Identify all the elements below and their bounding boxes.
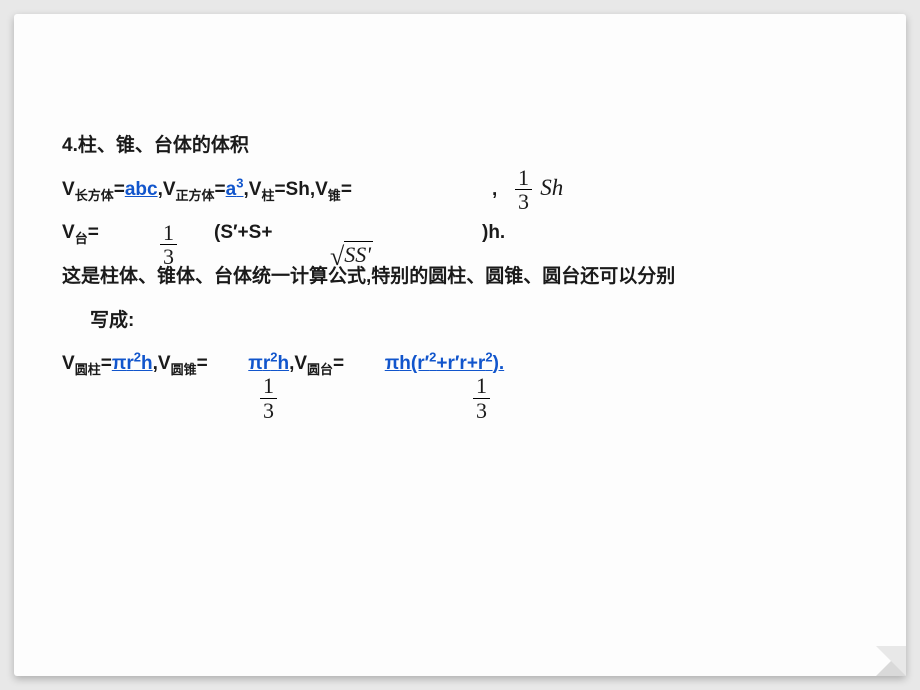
v-cuboid-sub: 长方体 [75,187,114,202]
v-cone2-label: V [158,353,171,374]
eq-fru2: = [333,353,344,374]
comma3: , [492,168,497,212]
v-frustum-label: V [62,222,75,243]
eq2: = [215,179,226,200]
v-cone-label: V [315,179,328,200]
abc-link: abc [125,179,158,200]
pir2h-cone-link: πr2h [248,353,289,374]
one-third-cone2: 13 [257,374,280,421]
v-cyl-label: V [62,353,75,374]
v-prism-label: V [249,179,262,200]
v-prism-sub: 柱 [261,187,274,202]
paren-close: )h. [482,211,505,255]
v-fru2-label: V [294,353,307,374]
paren-open: (S′+S+ [214,211,272,255]
content-block: 4.柱、锥、台体的体积 V长方体=abc,V正方体=a3,V柱=Sh,V锥= ,… [62,124,862,386]
page-curl-icon [876,646,906,676]
v-cuboid-label: V [62,179,75,200]
formula-line-4: V圆柱=πr2h,V圆锥= πr2h,V圆台= πh(r′2+r′r+r2). … [62,342,862,386]
one-third-sh: 13 Sh [512,162,563,215]
v-cube-label: V [163,179,176,200]
eq1: = [114,179,125,200]
pir2h-cyl-link: πr2h [112,353,153,374]
pih-frustum-link: πh(r′2+r′r+r2). [385,353,504,374]
eq4: = [341,179,352,200]
slide-paper: 4.柱、锥、台体的体积 V长方体=abc,V正方体=a3,V柱=Sh,V锥= ,… [14,14,906,676]
description-line-b: 写成: [62,299,862,343]
eq-cone2: = [197,353,208,374]
v-cyl-sub: 圆柱 [75,362,101,377]
v-fru2-sub: 圆台 [307,362,333,377]
v-cone-sub: 锥 [328,187,341,202]
formula-line-2: V台= 13 (S′+S+ √SS' )h. [62,211,862,255]
description-line-a: 这是柱体、锥体、台体统一计算公式,特别的圆柱、圆锥、圆台还可以分别 [62,255,862,299]
heading: 4.柱、锥、台体的体积 [62,124,862,168]
eq3: =Sh, [274,179,315,200]
one-third-fru2: 13 [470,374,493,421]
formula-line-1: V长方体=abc,V正方体=a3,V柱=Sh,V锥= , 13 Sh [62,168,862,212]
a3-link: a3 [226,179,244,200]
eq-cyl: = [101,353,112,374]
v-frustum-sub: 台 [75,231,88,246]
eq-frustum: = [88,222,99,243]
v-cone2-sub: 圆锥 [171,362,197,377]
v-cube-sub: 正方体 [176,187,215,202]
